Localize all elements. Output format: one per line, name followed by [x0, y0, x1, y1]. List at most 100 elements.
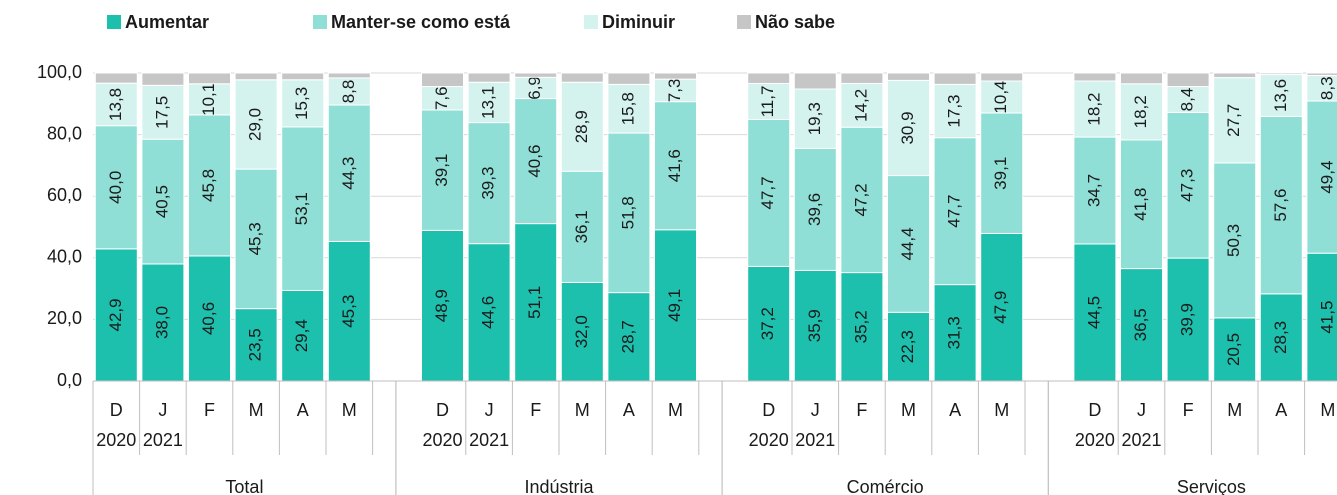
bar-segment	[560, 281, 604, 382]
value-label: 44,5	[1084, 296, 1103, 329]
value-label: 31,3	[945, 316, 964, 349]
value-label: 49,1	[665, 289, 684, 322]
bar-segment	[421, 109, 464, 231]
x-tick-label: A	[297, 400, 309, 420]
legend-label: Aumentar	[125, 12, 209, 32]
bar-segment	[514, 72, 558, 78]
value-label: 40,6	[525, 145, 544, 178]
x-tick-label: 2021	[795, 430, 835, 450]
value-label: 36,5	[1131, 308, 1150, 341]
value-label: 39,3	[479, 167, 498, 200]
bar-segment	[141, 72, 185, 86]
value-label: 39,1	[991, 157, 1010, 190]
x-tick-label: M	[668, 400, 683, 420]
bar-segment	[141, 263, 185, 382]
value-label: 39,1	[432, 154, 451, 187]
value-label: 36,1	[572, 210, 591, 243]
value-label: 40,0	[106, 171, 125, 204]
bar-segment	[234, 72, 278, 81]
x-tick-label: F	[204, 400, 215, 420]
x-tick-label: M	[342, 400, 357, 420]
value-label: 32,0	[572, 315, 591, 348]
value-label: 45,8	[199, 169, 218, 202]
bar-segment	[560, 81, 604, 172]
bar-segment	[327, 77, 371, 106]
value-label: 13,1	[479, 86, 498, 119]
bar-segment	[1213, 77, 1257, 164]
value-label: 8,3	[1317, 76, 1336, 100]
bar-segment	[1166, 86, 1210, 113]
value-label: 51,1	[525, 286, 544, 319]
group-label: Comércio	[847, 477, 924, 495]
bar-segment	[514, 98, 558, 225]
value-label: 53,1	[292, 192, 311, 225]
x-tick-label: D	[1088, 400, 1101, 420]
value-label: 13,8	[106, 88, 125, 121]
value-label: 47,9	[991, 291, 1010, 324]
bar-segment	[1073, 80, 1117, 138]
value-label: 29,4	[292, 319, 311, 352]
bar-segment	[1073, 72, 1117, 82]
bar-segment	[1306, 72, 1337, 76]
bar-segment	[234, 79, 278, 170]
value-label: 57,6	[1271, 189, 1290, 222]
value-label: 11,7	[758, 86, 777, 118]
group-label: Total	[225, 477, 263, 495]
x-tick-label: F	[1183, 400, 1194, 420]
value-label: 6,9	[525, 76, 544, 100]
value-label: 39,9	[1178, 303, 1197, 336]
value-label: 47,7	[945, 195, 964, 228]
x-tick-label: 2021	[469, 430, 509, 450]
x-tick-label: 2021	[1121, 430, 1161, 450]
bar-segment	[607, 132, 651, 294]
value-label: 44,4	[898, 227, 917, 260]
value-label: 44,3	[339, 157, 358, 190]
bar-segment	[980, 72, 1024, 82]
legend-swatch	[313, 15, 327, 29]
bar-segment	[188, 114, 231, 257]
bar-segment	[467, 243, 511, 382]
bar-segment	[327, 240, 371, 382]
legend-swatch	[107, 15, 121, 29]
value-label: 47,2	[851, 183, 870, 216]
bar-segment	[1306, 252, 1337, 382]
bar-segment	[327, 72, 371, 79]
bar-segment	[933, 72, 977, 85]
value-label: 10,4	[991, 80, 1010, 113]
x-tick-label: 2020	[422, 430, 462, 450]
bar-segment	[980, 80, 1024, 114]
y-tick-label: 100,0	[37, 62, 82, 82]
bar-segment	[933, 137, 977, 286]
value-label: 41,8	[1131, 188, 1150, 221]
value-label: 40,5	[152, 185, 171, 218]
bar-segment	[793, 88, 837, 149]
bar-segment	[793, 72, 837, 90]
x-tick-label: A	[1275, 400, 1287, 420]
bar-segment	[1259, 74, 1303, 117]
value-label: 14,2	[851, 89, 870, 122]
x-tick-label: M	[994, 400, 1009, 420]
value-label: 48,9	[432, 289, 451, 322]
bar-segment	[1073, 243, 1117, 382]
value-label: 8,8	[339, 80, 358, 104]
value-label: 51,8	[618, 196, 637, 229]
bar-segment	[560, 72, 604, 83]
x-tick-label: J	[158, 400, 167, 420]
x-tick-label: J	[485, 400, 494, 420]
value-label: 41,6	[665, 149, 684, 182]
bar-segment	[188, 72, 231, 85]
legend-swatch	[737, 15, 751, 29]
value-label: 13,6	[1271, 79, 1290, 112]
legend-label: Manter-se como está	[331, 12, 511, 32]
group-label: Indústria	[524, 477, 594, 495]
bar-segment	[607, 292, 651, 382]
bar-segment	[560, 170, 604, 283]
bar-segment	[1213, 162, 1257, 319]
bar-segment	[467, 122, 511, 245]
value-label: 37,2	[758, 307, 777, 340]
x-tick-label: F	[530, 400, 541, 420]
y-tick-label: 20,0	[47, 308, 82, 328]
bar-segment	[887, 72, 930, 81]
bar-segment	[840, 82, 884, 128]
